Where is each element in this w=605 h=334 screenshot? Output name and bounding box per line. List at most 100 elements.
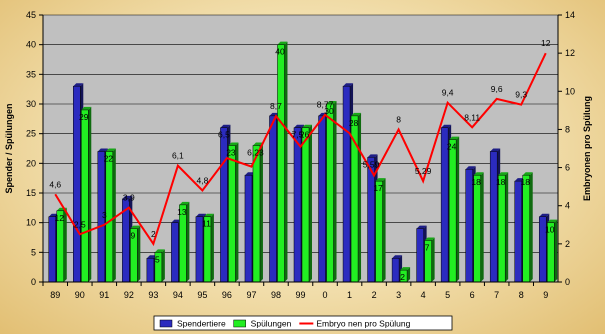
bar-spendertiere-93	[146, 258, 155, 283]
bar-side	[284, 41, 288, 282]
data-label-spuelungen: 29	[79, 112, 89, 122]
data-label-line: 9,3	[515, 90, 527, 100]
y-tick-label: 40	[26, 40, 36, 50]
data-label-spuelungen: 13	[177, 207, 187, 217]
legend-swatch-spendertiere	[159, 319, 173, 328]
bar-sp-lungen-0	[326, 103, 334, 283]
bar-top	[424, 237, 435, 241]
bar-top	[269, 112, 280, 116]
data-label-spendertiere: 5,59	[363, 159, 380, 169]
data-label-spendertiere: 7,5	[292, 130, 304, 140]
line-series	[54, 52, 547, 247]
bar-top	[81, 106, 92, 110]
legend: Spendertiere Spülungen Embryo nen pro Spül…	[153, 315, 453, 331]
data-label-spuelungen: 10	[545, 225, 555, 235]
bar-top	[449, 136, 460, 140]
data-label-spuelungen: 18	[520, 177, 530, 187]
bar-sp-lungen-96	[228, 145, 236, 283]
y-tick-label: 30	[26, 99, 36, 109]
bar-top	[228, 142, 239, 146]
bar-spendertiere-7	[489, 151, 498, 283]
bar-top	[277, 41, 288, 45]
x-tick-label: 90	[75, 290, 85, 300]
legend-label-sp-lungen: Spülungen	[251, 319, 292, 329]
bar-side	[480, 172, 484, 282]
data-label-line: 4,8	[196, 175, 208, 185]
x-tick-label: 97	[246, 290, 256, 300]
data-label-spuelungen: 17	[373, 183, 383, 193]
bar-side	[235, 142, 239, 282]
data-label-spuelungen: 9	[130, 231, 135, 241]
y-tick-label: 45	[26, 10, 36, 20]
data-label-line: 8,77	[317, 100, 334, 110]
y2-tick-label: 4	[565, 201, 570, 211]
data-label-line: 9,4	[442, 88, 454, 98]
bar-top	[547, 219, 558, 223]
data-label-spuelungen: 12	[55, 213, 65, 223]
data-label-line: 3	[102, 210, 107, 220]
bar-top	[375, 178, 386, 182]
bar-top	[539, 213, 550, 217]
data-label-spuelungen: 18	[496, 177, 506, 187]
y2-axis-title: Embryonen pro Spülung	[582, 96, 592, 201]
data-label-line: 8,11	[464, 112, 480, 122]
bar-top	[203, 213, 214, 217]
data-label-line: 8,7	[270, 101, 282, 111]
x-tick-label: 99	[295, 290, 305, 300]
bar-side	[63, 207, 67, 282]
y2-tick-label: 0	[565, 277, 570, 287]
data-label-spuelungen: 28	[349, 118, 359, 128]
bar-top	[514, 178, 525, 182]
bar-sp-lungen-5	[448, 139, 457, 283]
data-label-spuelungen: 5	[155, 254, 160, 264]
x-tick-label: 3	[396, 290, 401, 300]
y-tick-label: 20	[26, 158, 36, 168]
bar-top	[498, 172, 509, 176]
x-tick-label: 6	[470, 290, 475, 300]
bar-side	[358, 112, 362, 282]
bar-top	[179, 201, 190, 205]
bar-spendertiere-98	[269, 115, 277, 283]
y2-tick-label: 2	[565, 239, 570, 249]
data-label-spuelungen: 26	[300, 130, 310, 140]
bar-spendertiere-4	[416, 228, 424, 283]
data-label-line: 3,9	[123, 193, 135, 203]
bar-side	[529, 172, 533, 282]
data-label-line: 2,5	[74, 219, 86, 229]
y2-tick-label: 10	[565, 86, 575, 96]
data-label-spuelungen: 11	[202, 219, 211, 229]
bar-top	[400, 267, 411, 271]
legend-label-embryo-nen-pro-sp-lung: Embryo nen pro Spülung	[316, 319, 410, 329]
x-tick-label: 93	[148, 290, 158, 300]
bar-spendertiere-1	[342, 85, 351, 283]
y2-tick-label: 14	[565, 10, 575, 20]
bar-sp-lungen-91	[105, 151, 114, 283]
x-tick-label: 0	[323, 290, 328, 300]
bar-top	[73, 83, 84, 87]
bar-side	[186, 201, 190, 282]
data-label-spuelungen: 23	[226, 148, 236, 158]
y-tick-label: 35	[26, 69, 36, 79]
bar-spendertiere-97	[244, 174, 253, 283]
bar-spendertiere-89	[48, 216, 57, 283]
bar-side	[407, 267, 411, 282]
x-tick-label: 7	[494, 290, 499, 300]
bar-top	[195, 213, 206, 217]
y-tick-label: 15	[26, 188, 36, 198]
x-tick-label: 98	[271, 290, 281, 300]
legend-label-spendertiere: Spendertiere	[177, 319, 226, 329]
bar-spendertiere-8	[514, 180, 522, 283]
x-tick-label: 95	[197, 290, 207, 300]
x-tick-label: 91	[99, 290, 109, 300]
data-label-spuelungen: 30	[324, 106, 334, 116]
data-label-spuelungen: 2	[400, 272, 405, 282]
legend-swatch-sp-lungen	[233, 319, 246, 328]
bar-side	[505, 172, 509, 282]
data-label-spuelungen: 7	[425, 242, 430, 252]
x-tick-label: 1	[347, 290, 352, 300]
bar-top	[302, 124, 312, 128]
data-label-line: 9,6	[491, 84, 503, 94]
